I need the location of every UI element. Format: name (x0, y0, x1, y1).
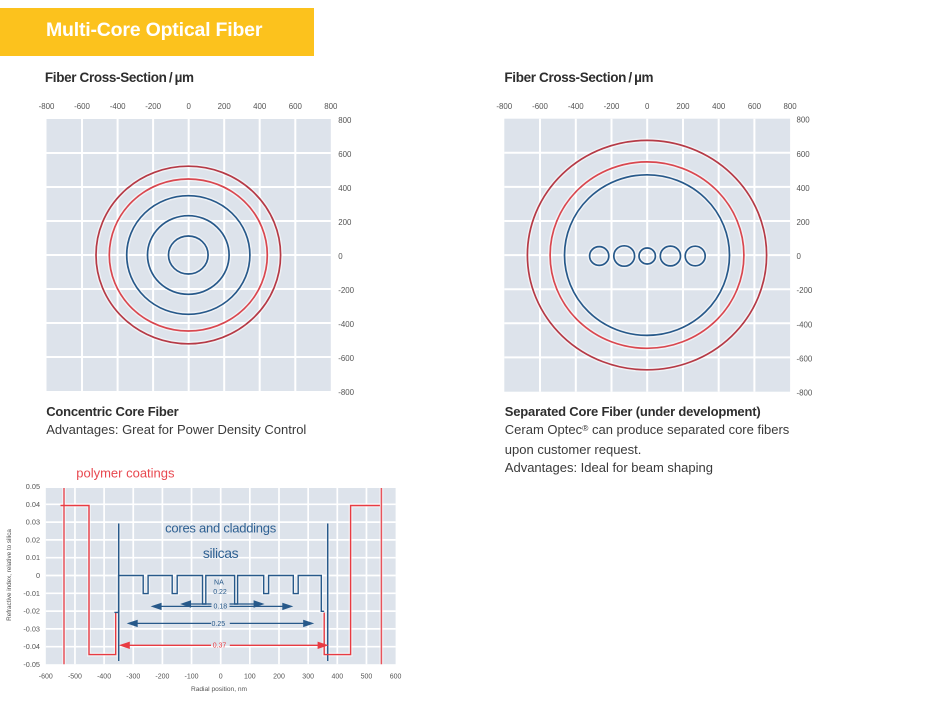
svg-text:-600: -600 (39, 674, 53, 681)
svg-text:Radial position, nm: Radial position, nm (191, 686, 248, 693)
svg-text:0.18: 0.18 (213, 603, 227, 610)
svg-text:0.05: 0.05 (26, 482, 40, 491)
svg-text:0.03: 0.03 (26, 518, 40, 527)
svg-text:-400: -400 (338, 320, 354, 329)
svg-text:-400: -400 (797, 320, 813, 329)
svg-text:NA: NA (214, 580, 224, 587)
svg-text:400: 400 (712, 102, 726, 111)
svg-text:-800: -800 (797, 389, 813, 398)
svg-text:0.04: 0.04 (26, 500, 40, 509)
svg-text:-0.03: -0.03 (23, 624, 40, 633)
svg-text:-600: -600 (532, 102, 548, 111)
svg-text:200: 200 (676, 102, 690, 111)
svg-text:-600: -600 (797, 354, 813, 363)
svg-text:400: 400 (253, 102, 267, 111)
svg-text:200: 200 (338, 218, 352, 227)
svg-text:400: 400 (338, 184, 352, 193)
svg-text:-400: -400 (110, 102, 126, 111)
svg-text:0.22: 0.22 (213, 589, 227, 596)
svg-text:0.37: 0.37 (213, 643, 227, 650)
svg-text:-0.02: -0.02 (23, 607, 40, 616)
svg-text:300: 300 (302, 674, 314, 681)
svg-text:-400: -400 (568, 102, 584, 111)
svg-text:-600: -600 (338, 354, 354, 363)
svg-text:600: 600 (390, 674, 402, 681)
svg-text:-0.01: -0.01 (23, 589, 40, 598)
svg-text:-800: -800 (496, 102, 512, 111)
svg-text:600: 600 (748, 102, 762, 111)
svg-text:0.01: 0.01 (26, 553, 40, 562)
svg-text:800: 800 (784, 102, 798, 111)
svg-text:800: 800 (797, 116, 811, 125)
svg-text:-200: -200 (145, 102, 161, 111)
svg-text:-800: -800 (338, 388, 354, 397)
svg-text:-200: -200 (155, 674, 169, 681)
svg-text:400: 400 (331, 674, 343, 681)
svg-text:500: 500 (361, 674, 373, 681)
svg-text:600: 600 (797, 150, 811, 159)
svg-text:silicas: silicas (203, 545, 239, 561)
svg-text:-600: -600 (74, 102, 90, 111)
svg-text:-800: -800 (39, 102, 55, 111)
svg-text:-500: -500 (68, 674, 82, 681)
svg-text:200: 200 (218, 102, 232, 111)
svg-text:0: 0 (338, 252, 343, 261)
svg-text:-200: -200 (604, 102, 620, 111)
svg-text:-300: -300 (126, 674, 140, 681)
svg-text:400: 400 (797, 184, 811, 193)
svg-text:0.02: 0.02 (26, 535, 40, 544)
svg-text:cores and claddings: cores and claddings (165, 521, 277, 536)
svg-text:0.25: 0.25 (211, 621, 225, 628)
svg-text:0: 0 (645, 102, 650, 111)
svg-text:600: 600 (289, 102, 303, 111)
svg-text:0: 0 (36, 571, 40, 580)
svg-text:200: 200 (797, 218, 811, 227)
svg-text:-200: -200 (338, 286, 354, 295)
svg-text:600: 600 (338, 150, 352, 159)
svg-text:0: 0 (219, 674, 223, 681)
svg-text:800: 800 (338, 116, 352, 125)
svg-text:Refractive index, relative to: Refractive index, relative to silica (6, 529, 13, 621)
svg-text:-0.04: -0.04 (23, 642, 40, 651)
svg-text:100: 100 (244, 674, 256, 681)
svg-text:200: 200 (273, 674, 285, 681)
svg-text:-200: -200 (797, 286, 813, 295)
svg-text:800: 800 (324, 102, 338, 111)
svg-text:-100: -100 (185, 674, 199, 681)
svg-text:0: 0 (797, 252, 802, 261)
svg-text:-0.05: -0.05 (23, 660, 40, 669)
svg-text:polymer coatings: polymer coatings (76, 466, 175, 481)
svg-text:0: 0 (187, 102, 192, 111)
svg-text:-400: -400 (97, 674, 111, 681)
